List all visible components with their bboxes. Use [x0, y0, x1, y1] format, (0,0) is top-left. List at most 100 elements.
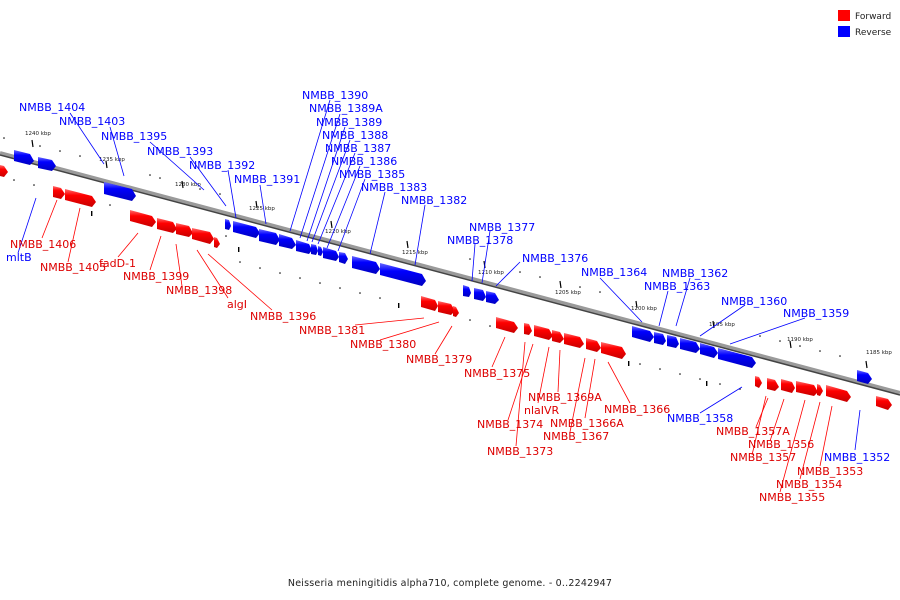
gene-label[interactable]: NMBB_1391 — [234, 173, 300, 186]
gene-label[interactable]: NMBB_1390 — [302, 89, 368, 102]
gene-label[interactable]: NMBB_1355 — [759, 491, 825, 504]
gene-label[interactable]: NMBB_1389 — [316, 116, 382, 129]
gene-label[interactable]: NMBB_1359 — [783, 307, 849, 320]
gene-arrow[interactable] — [453, 306, 459, 317]
gene-arrow[interactable] — [796, 381, 818, 396]
gene-arrow[interactable] — [552, 330, 564, 343]
gene-arrow[interactable] — [296, 240, 312, 254]
gene-label[interactable]: NMBB_1380 — [350, 338, 416, 351]
gene-arrow[interactable] — [496, 317, 518, 333]
gene-label[interactable]: NMBB_1385 — [339, 168, 405, 181]
gene-arrow[interactable] — [438, 301, 455, 315]
gene-label[interactable]: NMBB_1357 — [730, 451, 796, 464]
gene-arrow[interactable] — [0, 165, 8, 177]
gene-arrow[interactable] — [339, 252, 348, 264]
gene-label[interactable]: NMBB_1389A — [309, 102, 383, 115]
gene-label[interactable]: NMBB_1360 — [721, 295, 787, 308]
gene-arrow[interactable] — [817, 384, 823, 396]
gene-label[interactable]: NMBB_1356 — [748, 438, 814, 451]
gene-label[interactable]: NMBB_1369A — [528, 391, 602, 404]
gene-label[interactable]: algI — [227, 298, 247, 311]
gene-label[interactable]: NMBB_1405 — [40, 261, 106, 274]
gene-arrow[interactable] — [524, 323, 532, 335]
gene-label[interactable]: NMBB_1362 — [662, 267, 728, 280]
gene-label[interactable]: mltB — [6, 251, 32, 264]
gene-arrow[interactable] — [157, 218, 177, 233]
gene-label[interactable]: NMBB_1396 — [250, 310, 316, 323]
gene-label[interactable]: NMBB_1379 — [406, 353, 472, 366]
gene-arrow[interactable] — [876, 396, 892, 410]
gene-arrow[interactable] — [279, 234, 296, 249]
gene-label[interactable]: NMBB_1377 — [469, 221, 535, 234]
gene-label[interactable]: NMBB_1395 — [101, 130, 167, 143]
gene-arrow[interactable] — [601, 342, 626, 359]
gene-arrow[interactable] — [586, 338, 601, 352]
gene-label[interactable]: NMBB_1357A — [716, 425, 790, 438]
gene-arrow[interactable] — [486, 291, 499, 304]
gene-label[interactable]: NMBB_1364 — [581, 266, 647, 279]
gene-arrow[interactable] — [680, 338, 700, 353]
gene-label[interactable]: NMBB_1353 — [797, 465, 863, 478]
gene-label[interactable]: NMBB_1382 — [401, 194, 467, 207]
gene-arrow[interactable] — [311, 244, 318, 255]
gene-arrow[interactable] — [233, 221, 260, 238]
gene-label[interactable]: NMBB_1399 — [123, 270, 189, 283]
gene-arrow[interactable] — [857, 370, 872, 384]
gene-arrow[interactable] — [352, 256, 380, 274]
gene-label[interactable]: NMBB_1378 — [447, 234, 513, 247]
scale-tick-mark — [789, 340, 792, 349]
gene-label[interactable]: NMBB_1383 — [361, 181, 427, 194]
gene-label[interactable]: NMBB_1392 — [189, 159, 255, 172]
gene-label[interactable]: NMBB_1403 — [59, 115, 125, 128]
gene-label[interactable]: NMBB_1406 — [10, 238, 76, 251]
gene-arrow[interactable] — [192, 228, 214, 244]
gene-arrow[interactable] — [225, 219, 231, 230]
gene-arrow[interactable] — [667, 335, 679, 348]
gene-label[interactable]: NMBB_1386 — [331, 155, 397, 168]
gene-label[interactable]: NMBB_1354 — [776, 478, 842, 491]
gene-arrow[interactable] — [654, 332, 666, 345]
gene-arrow[interactable] — [632, 326, 654, 342]
gene-arrow[interactable] — [214, 237, 220, 248]
gene-label[interactable]: NMBB_1367 — [543, 430, 609, 443]
gene-arrow[interactable] — [104, 182, 136, 201]
gene-label[interactable]: NMBB_1366A — [550, 417, 624, 430]
gene-arrow[interactable] — [53, 186, 65, 199]
gene-label[interactable]: NMBB_1366 — [604, 403, 670, 416]
gene-arrow[interactable] — [564, 333, 584, 348]
gene-arrow[interactable] — [259, 229, 280, 245]
gene-label[interactable]: NMBB_1404 — [19, 101, 85, 114]
gene-arrow[interactable] — [474, 288, 486, 301]
gene-arrow[interactable] — [534, 325, 553, 340]
gene-arrow[interactable] — [767, 378, 779, 391]
gene-arrow[interactable] — [463, 285, 471, 297]
gene-label[interactable]: NMBB_1387 — [325, 142, 391, 155]
gene-label[interactable]: NMBB_1388 — [322, 129, 388, 142]
gene-arrow[interactable] — [421, 296, 438, 311]
gene-arrow[interactable] — [130, 210, 156, 227]
gene-label[interactable]: NMBB_1376 — [522, 252, 588, 265]
gene-label[interactable]: NMBB_1373 — [487, 445, 553, 458]
gene-label[interactable]: fadD-1 — [99, 257, 136, 270]
gene-arrow[interactable] — [176, 223, 193, 237]
gene-arrow[interactable] — [700, 343, 718, 358]
gene-arrow[interactable] — [323, 247, 339, 261]
gene-label[interactable]: NMBB_1374 — [477, 418, 543, 431]
gene-arrow[interactable] — [380, 263, 426, 286]
gene-arrow[interactable] — [65, 189, 96, 207]
gene-label[interactable]: NMBB_1398 — [166, 284, 232, 297]
gene-arrow[interactable] — [318, 246, 323, 256]
gene-label[interactable]: NMBB_1393 — [147, 145, 213, 158]
gene-label[interactable]: NMBB_1358 — [667, 412, 733, 425]
gene-label[interactable]: NMBB_1375 — [464, 367, 530, 380]
gene-label[interactable]: nlaIVR — [524, 404, 560, 417]
gene-arrow[interactable] — [781, 379, 795, 393]
gene-arrow[interactable] — [14, 150, 34, 165]
gene-label[interactable]: NMBB_1352 — [824, 451, 890, 464]
gene-arrow[interactable] — [718, 348, 756, 368]
gene-label[interactable]: NMBB_1363 — [644, 280, 710, 293]
gene-arrow[interactable] — [826, 385, 851, 402]
gene-arrow[interactable] — [38, 157, 56, 171]
gene-label[interactable]: NMBB_1381 — [299, 324, 365, 337]
gene-arrow[interactable] — [755, 376, 762, 388]
